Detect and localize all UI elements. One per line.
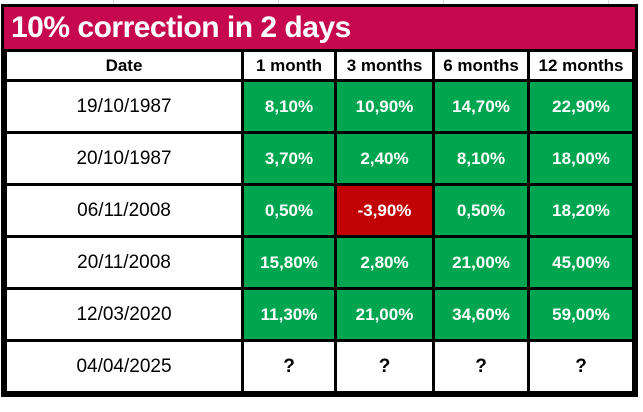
return-cell: 3,70%: [241, 131, 337, 186]
returns-table-block: 10% correction in 2 days Date 1 month 3 …: [1, 4, 638, 397]
column-header-3-months: 3 months: [334, 49, 435, 82]
return-cell: 22,90%: [527, 79, 635, 134]
unknown-return-cell: ?: [527, 339, 635, 394]
return-cell: 21,00%: [432, 235, 530, 290]
return-cell: 18,00%: [527, 131, 635, 186]
date-cell: 19/10/1987: [4, 79, 244, 134]
table-row: 06/11/2008 0,50% -3,90% 0,50% 18,20%: [4, 183, 635, 238]
return-cell: 2,40%: [334, 131, 435, 186]
table-row: 20/10/1987 3,70% 2,40% 8,10% 18,00%: [4, 131, 635, 186]
column-header-12-months: 12 months: [527, 49, 635, 82]
return-cell: 10,90%: [334, 79, 435, 134]
spreadsheet-gridline: [608, 0, 609, 4]
date-cell: 20/11/2008: [4, 235, 244, 290]
return-cell: 59,00%: [527, 287, 635, 342]
table-row: 04/04/2025 ? ? ? ?: [4, 339, 635, 394]
return-cell: 2,80%: [334, 235, 435, 290]
return-cell: 11,30%: [241, 287, 337, 342]
header-row: Date 1 month 3 months 6 months 12 months: [4, 49, 635, 82]
column-header-1-month: 1 month: [241, 49, 337, 82]
unknown-return-cell: ?: [241, 339, 337, 394]
return-cell: 0,50%: [241, 183, 337, 238]
table-row: 19/10/1987 8,10% 10,90% 14,70% 22,90%: [4, 79, 635, 134]
unknown-return-cell: ?: [334, 339, 435, 394]
spreadsheet-gridline: [278, 0, 279, 4]
spreadsheet-gridline: [113, 0, 114, 4]
spreadsheet-top-strip: [0, 0, 643, 4]
date-cell: 12/03/2020: [4, 287, 244, 342]
spreadsheet-gridline: [443, 0, 444, 4]
unknown-return-cell: ?: [432, 339, 530, 394]
return-cell: 8,10%: [432, 131, 530, 186]
return-cell: 34,60%: [432, 287, 530, 342]
return-cell: 15,80%: [241, 235, 337, 290]
table-row: 12/03/2020 11,30% 21,00% 34,60% 59,00%: [4, 287, 635, 342]
return-cell: 45,00%: [527, 235, 635, 290]
return-cell: 21,00%: [334, 287, 435, 342]
return-cell: 8,10%: [241, 79, 337, 134]
return-cell: 0,50%: [432, 183, 530, 238]
return-cell: 18,20%: [527, 183, 635, 238]
date-cell: 20/10/1987: [4, 131, 244, 186]
table-row: 20/11/2008 15,80% 2,80% 21,00% 45,00%: [4, 235, 635, 290]
return-cell: 14,70%: [432, 79, 530, 134]
column-header-date: Date: [4, 49, 244, 82]
returns-table: Date 1 month 3 months 6 months 12 months…: [4, 49, 635, 394]
page-title: 10% correction in 2 days: [4, 7, 635, 49]
return-cell-negative: -3,90%: [334, 183, 435, 238]
column-header-6-months: 6 months: [432, 49, 530, 82]
date-cell: 06/11/2008: [4, 183, 244, 238]
date-cell: 04/04/2025: [4, 339, 244, 394]
